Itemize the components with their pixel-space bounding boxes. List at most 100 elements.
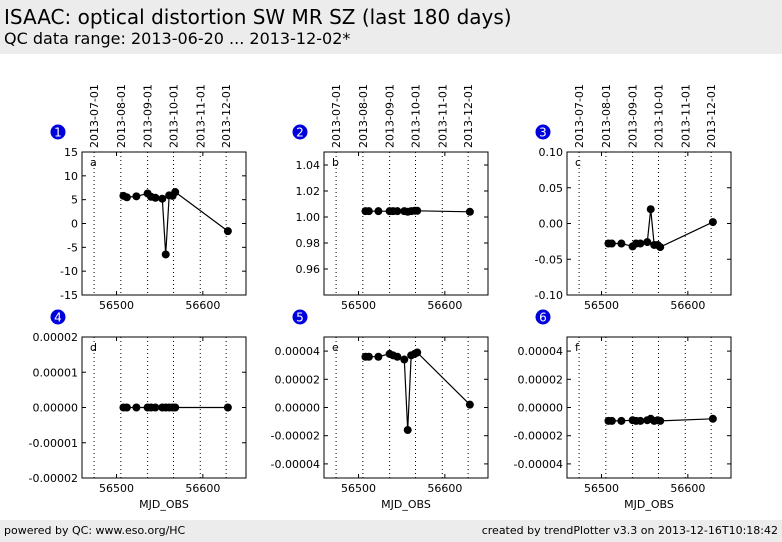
panel-1-ytick-label: 10 xyxy=(64,170,78,183)
panel-5-badge xyxy=(292,309,308,325)
page-title: ISAAC: optical distortion SW MR SZ (last… xyxy=(4,5,512,29)
panel-2-ytick-label: 1.02 xyxy=(296,185,321,198)
panel-1-date-label: 2013-11-01 xyxy=(194,84,207,148)
panel-1-letter: a xyxy=(90,156,97,169)
panel-1-ytick-label: 15 xyxy=(64,146,78,159)
panel-5-data-point xyxy=(400,355,409,364)
panel-2-ytick-label: 1.00 xyxy=(296,211,321,224)
panel-3-badge xyxy=(535,124,551,140)
panel-6-data-point xyxy=(607,416,616,425)
panel-6-ytick-label: 0.00004 xyxy=(518,345,564,358)
panel-3-letter: c xyxy=(575,156,581,169)
panel-4-xlabel: MJD_OBS xyxy=(139,498,189,511)
panel-3-ytick-label: 0.10 xyxy=(539,146,564,159)
panel-6-badge xyxy=(535,309,551,325)
panel-3-ytick-label: -0.05 xyxy=(535,253,563,266)
panel-6-badge-number: 6 xyxy=(539,311,547,325)
panel-1-data-point xyxy=(223,227,232,236)
panel-1-date-label: 2013-08-01 xyxy=(115,84,128,148)
panel-1-data-point xyxy=(171,188,180,197)
panel-1-badge-number: 1 xyxy=(54,126,62,140)
panel-2-badge-number: 2 xyxy=(296,126,304,140)
panel-1-date-label: 2013-07-01 xyxy=(88,84,101,148)
panel-4-ytick-label: 0.00001 xyxy=(33,366,79,379)
panel-2-ytick-label: 0.96 xyxy=(296,263,321,276)
panel-6-data-point xyxy=(617,416,626,425)
panel-1-ytick-label: -5 xyxy=(67,241,78,254)
panel-5-badge-number: 5 xyxy=(296,311,304,325)
panel-3-ytick-label: 0.00 xyxy=(539,218,564,231)
panel-3-date-label: 2013-12-01 xyxy=(705,84,718,148)
panel-5-data-point xyxy=(364,352,373,361)
panel-1-data-point xyxy=(132,192,141,201)
panel-6-letter: f xyxy=(575,341,580,354)
panel-3-data-point xyxy=(646,205,655,214)
panel-1-ytick-label: 5 xyxy=(71,194,78,207)
panel-4-ytick-label: 0.00002 xyxy=(33,331,79,344)
panel-1-badge xyxy=(50,124,66,140)
panel-1-xtick-label: 56500 xyxy=(99,299,134,312)
panel-2-xtick-label: 56500 xyxy=(341,299,376,312)
panel-6-data-point xyxy=(636,416,645,425)
panel-4-ytick-label: 0.00000 xyxy=(33,402,79,415)
panel-3-xtick-label: 56600 xyxy=(670,299,705,312)
panel-2-frame xyxy=(323,151,489,296)
panel-2-data-point xyxy=(413,206,422,215)
panel-5-data-point xyxy=(374,352,383,361)
panel-2-xtick-label: 56600 xyxy=(427,299,462,312)
panel-1-ytick-label: -10 xyxy=(60,265,78,278)
panel-3-date-label: 2013-10-01 xyxy=(652,84,665,148)
panel-4-data-point xyxy=(151,403,160,412)
panel-2-data-point xyxy=(374,207,383,216)
panel-2-data-point xyxy=(465,207,474,216)
panel-5-ytick-label: 0.00002 xyxy=(275,373,321,386)
panel-4-badge-number: 4 xyxy=(54,311,62,325)
panel-3-ytick-label: 0.05 xyxy=(539,182,564,195)
panel-5-ytick-label: 0.00004 xyxy=(275,345,321,358)
panel-3-data-point xyxy=(656,243,665,252)
panel-3-data-point xyxy=(617,239,626,248)
panel-2-letter: b xyxy=(332,156,339,169)
panel-5-data-point xyxy=(403,426,412,435)
panel-5-xlabel: MJD_OBS xyxy=(381,498,431,511)
panel-4-ytick-label: -0.00002 xyxy=(29,472,78,485)
panel-3-data-point xyxy=(708,218,717,227)
panel-2-data-point xyxy=(364,207,373,216)
panel-2-date-label: 2013-09-01 xyxy=(384,84,397,148)
panel-4-xtick-label: 56600 xyxy=(185,482,220,495)
header-bar: ISAAC: optical distortion SW MR SZ (last… xyxy=(0,0,782,54)
panel-6-frame xyxy=(566,336,732,479)
panel-2-date-label: 2013-12-01 xyxy=(462,84,475,148)
panel-3-data-point xyxy=(643,238,652,247)
panel-2-ytick-label: 1.04 xyxy=(296,159,321,172)
footer-bar: powered by QC: www.eso.org/HC created by… xyxy=(0,520,782,542)
panel-6-xtick-label: 56600 xyxy=(670,482,705,495)
panel-1-data-point xyxy=(151,193,160,202)
panel-3-date-label: 2013-09-01 xyxy=(627,84,640,148)
panel-1-date-label: 2013-12-01 xyxy=(220,84,233,148)
panel-5-data-point xyxy=(413,348,422,357)
panel-3-date-label: 2013-11-01 xyxy=(679,84,692,148)
panel-4-data-point xyxy=(171,403,180,412)
panel-1-data-point xyxy=(161,250,170,259)
panel-3-data-point xyxy=(636,239,645,248)
panel-1-date-label: 2013-10-01 xyxy=(167,84,180,148)
panel-3-xtick-label: 56500 xyxy=(584,299,619,312)
panel-5-ytick-label: -0.00002 xyxy=(271,430,320,443)
panel-5-ytick-label: -0.00004 xyxy=(271,458,320,471)
panel-3-date-label: 2013-07-01 xyxy=(573,84,586,148)
panel-1-ytick-label: 0 xyxy=(71,218,78,231)
panel-2-date-label: 2013-07-01 xyxy=(330,84,343,148)
panel-1-xtick-label: 56600 xyxy=(185,299,220,312)
panel-6-ytick-label: 0.00000 xyxy=(518,402,564,415)
panel-5-xtick-label: 56500 xyxy=(341,482,376,495)
panel-2-date-label: 2013-11-01 xyxy=(436,84,449,148)
panel-4-data-point xyxy=(132,403,141,412)
panel-5-data-point xyxy=(393,352,402,361)
panel-3-data-point xyxy=(607,239,616,248)
panel-3-date-label: 2013-08-01 xyxy=(600,84,613,148)
panel-3-badge-number: 3 xyxy=(539,126,547,140)
panel-4-letter: d xyxy=(90,341,97,354)
panel-5-xtick-label: 56600 xyxy=(427,482,462,495)
